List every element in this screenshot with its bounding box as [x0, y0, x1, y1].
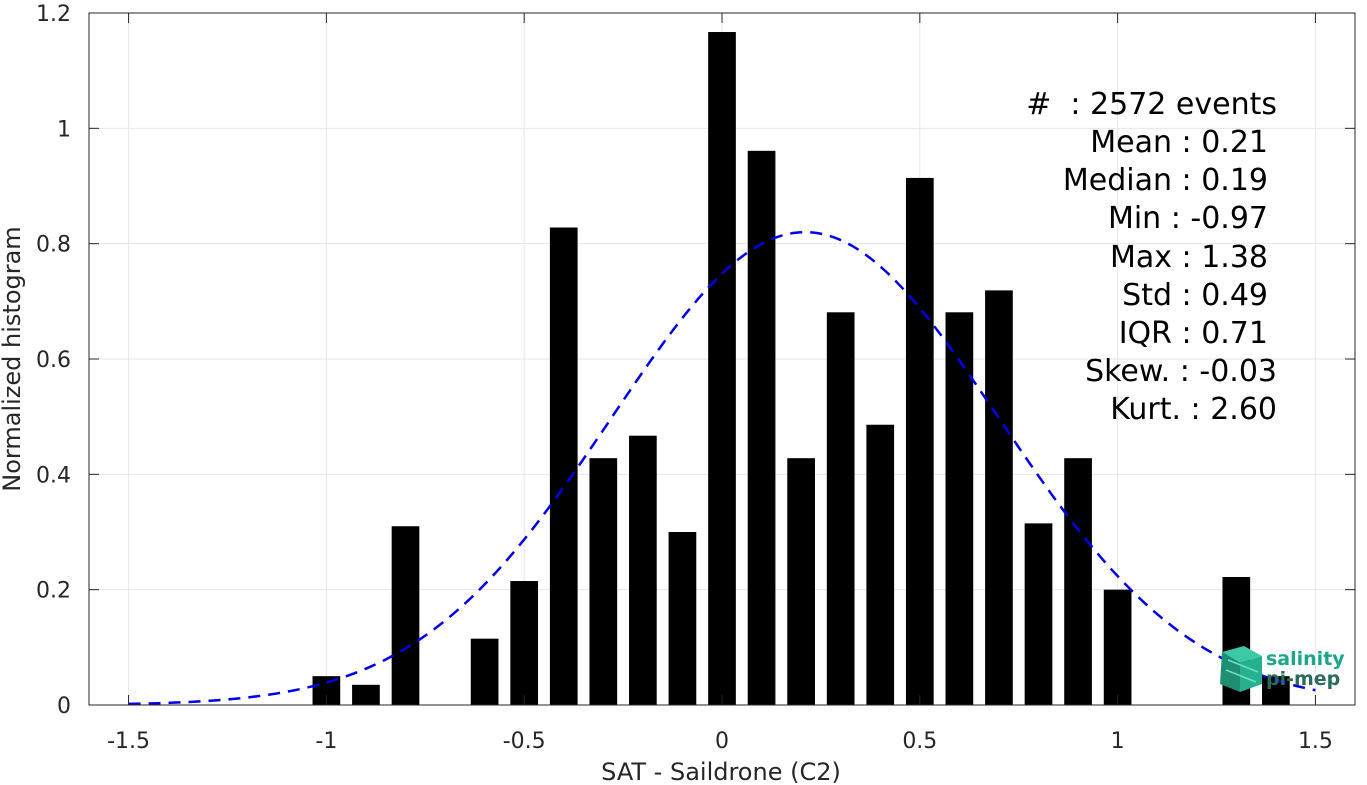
x-tick-label-6: 1.5 [1298, 729, 1333, 754]
bar-8 [668, 532, 697, 705]
stat-min: Min : -0.97 [1108, 201, 1268, 236]
x-tick-labels: -1.5 -1 -0.5 0 0.5 1 1.5 [107, 729, 1333, 754]
logo-cube-icon [1220, 646, 1262, 692]
bar-5 [549, 227, 578, 705]
bar-7 [629, 435, 657, 705]
stat-max: Max : 1.38 [1110, 240, 1268, 275]
y-tick-labels: 0 0.2 0.4 0.6 0.8 1 1.2 [36, 2, 71, 719]
statistics-annotation: # : 2572 events Mean : 0.21 Median : 0.1… [1026, 87, 1277, 427]
x-axis-label: SAT - Saildrone (C2) [601, 758, 841, 785]
x-tick-label-4: 0.5 [902, 729, 937, 754]
bar-14 [905, 177, 934, 706]
stat-kurtosis: Kurt. : 2.60 [1110, 392, 1277, 427]
bar-13 [866, 424, 895, 705]
bar-4 [510, 581, 539, 705]
bar-18 [1064, 458, 1092, 705]
stat-mean: Mean : 0.21 [1090, 125, 1268, 160]
y-tick-label-5: 1 [57, 117, 71, 142]
y-tick-label-0: 0 [57, 694, 71, 719]
bar-16 [985, 290, 1013, 705]
y-axis-label: Normalized histogram [0, 226, 26, 491]
stat-median: Median : 0.19 [1063, 163, 1268, 198]
bar-3 [470, 638, 499, 705]
y-tick-label-2: 0.4 [36, 463, 71, 488]
bar-17 [1024, 523, 1053, 705]
normal-fit-curve [128, 230, 1316, 706]
bar-19 [1103, 589, 1132, 705]
x-tick-label-0: -1.5 [107, 729, 150, 754]
bar-6 [589, 458, 618, 705]
bar-11 [787, 458, 815, 705]
x-tick-label-3: 0 [715, 729, 729, 754]
stat-iqr: IQR : 0.71 [1119, 316, 1268, 351]
y-tick-label-3: 0.6 [36, 348, 71, 373]
salinity-pi-mep-logo: salinity pi-mep [1220, 646, 1345, 692]
y-tick-label-4: 0.8 [36, 233, 71, 258]
bar-1 [352, 684, 380, 705]
x-tick-label-5: 1 [1111, 729, 1125, 754]
stat-skew: Skew. : -0.03 [1085, 354, 1277, 389]
logo-text-salinity: salinity [1266, 648, 1345, 670]
y-tick-label-1: 0.2 [36, 579, 71, 604]
axis-ticks [89, 12, 1355, 706]
bar-9 [708, 32, 736, 705]
bar-15 [945, 312, 974, 705]
bar-2 [391, 526, 420, 705]
stat-count: # : 2572 events [1026, 87, 1277, 122]
bar-10 [747, 150, 776, 705]
x-tick-label-1: -1 [315, 729, 337, 754]
x-tick-label-2: -0.5 [503, 729, 546, 754]
bar-12 [826, 312, 855, 705]
logo-text-pi-mep: pi-mep [1266, 668, 1340, 690]
stat-std: Std : 0.49 [1122, 278, 1268, 313]
y-tick-label-6: 1.2 [36, 2, 71, 27]
